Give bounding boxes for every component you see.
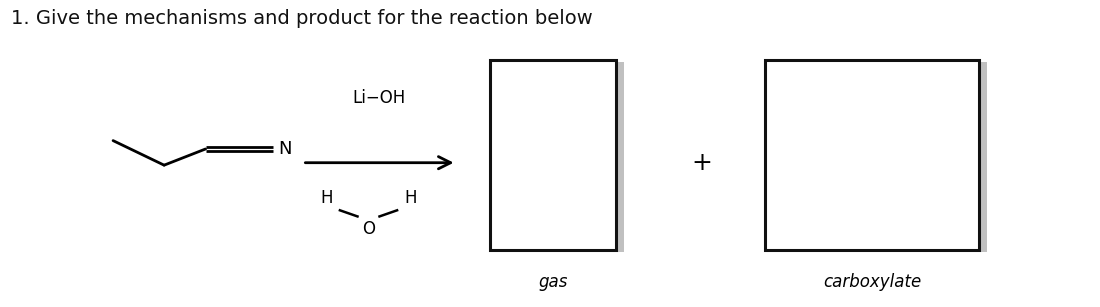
Text: H: H [404,189,417,207]
Bar [764,60,979,250]
Text: O: O [362,220,375,238]
Bar [497,62,624,252]
Text: N: N [278,140,292,158]
Text: gas: gas [539,274,568,291]
Text: 1. Give the mechanisms and product for the reaction below: 1. Give the mechanisms and product for t… [11,9,593,28]
Text: H: H [320,189,333,207]
Text: Li−OH: Li−OH [353,89,406,107]
Bar [490,60,616,250]
Text: +: + [692,151,712,175]
Text: carboxylate: carboxylate [823,274,922,291]
Bar [772,62,987,252]
